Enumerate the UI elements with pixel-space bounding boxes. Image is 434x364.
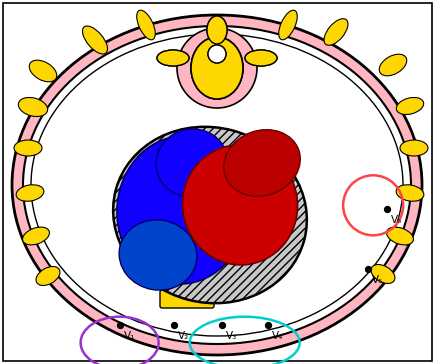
Point (116, 322, 123, 328)
Text: V₂: V₂ (178, 331, 189, 341)
Ellipse shape (117, 136, 247, 284)
Ellipse shape (191, 37, 243, 99)
Point (170, 322, 177, 328)
Ellipse shape (207, 16, 227, 44)
Ellipse shape (207, 45, 226, 63)
Ellipse shape (29, 60, 56, 82)
Ellipse shape (278, 10, 296, 40)
Ellipse shape (207, 16, 227, 44)
Ellipse shape (223, 130, 299, 196)
Ellipse shape (191, 37, 243, 99)
Ellipse shape (113, 127, 306, 303)
Point (263, 322, 270, 328)
Ellipse shape (119, 220, 197, 290)
Ellipse shape (82, 26, 107, 54)
Text: V₃: V₃ (225, 331, 237, 341)
Ellipse shape (136, 10, 155, 40)
Point (363, 266, 370, 272)
Ellipse shape (386, 227, 412, 245)
Ellipse shape (399, 140, 427, 156)
Ellipse shape (157, 50, 188, 66)
Ellipse shape (12, 15, 421, 355)
Ellipse shape (36, 266, 60, 285)
Ellipse shape (31, 34, 402, 336)
FancyBboxPatch shape (160, 290, 214, 308)
Ellipse shape (370, 265, 394, 284)
Ellipse shape (244, 50, 276, 66)
Ellipse shape (395, 98, 423, 115)
Ellipse shape (14, 140, 42, 156)
Text: V₅: V₅ (371, 275, 382, 285)
Ellipse shape (18, 98, 48, 116)
Text: V₄: V₄ (271, 331, 282, 341)
Ellipse shape (182, 145, 297, 265)
Text: V₆: V₆ (390, 215, 401, 225)
Point (218, 322, 225, 328)
Ellipse shape (177, 28, 256, 108)
Ellipse shape (207, 45, 226, 63)
Ellipse shape (378, 54, 406, 76)
Text: V₁: V₁ (123, 331, 135, 341)
Ellipse shape (395, 185, 423, 201)
Ellipse shape (323, 19, 347, 45)
Ellipse shape (156, 129, 227, 197)
Ellipse shape (23, 227, 49, 245)
Ellipse shape (16, 185, 44, 201)
Ellipse shape (23, 26, 410, 344)
Ellipse shape (157, 50, 188, 66)
Point (383, 206, 390, 212)
Ellipse shape (244, 50, 276, 66)
